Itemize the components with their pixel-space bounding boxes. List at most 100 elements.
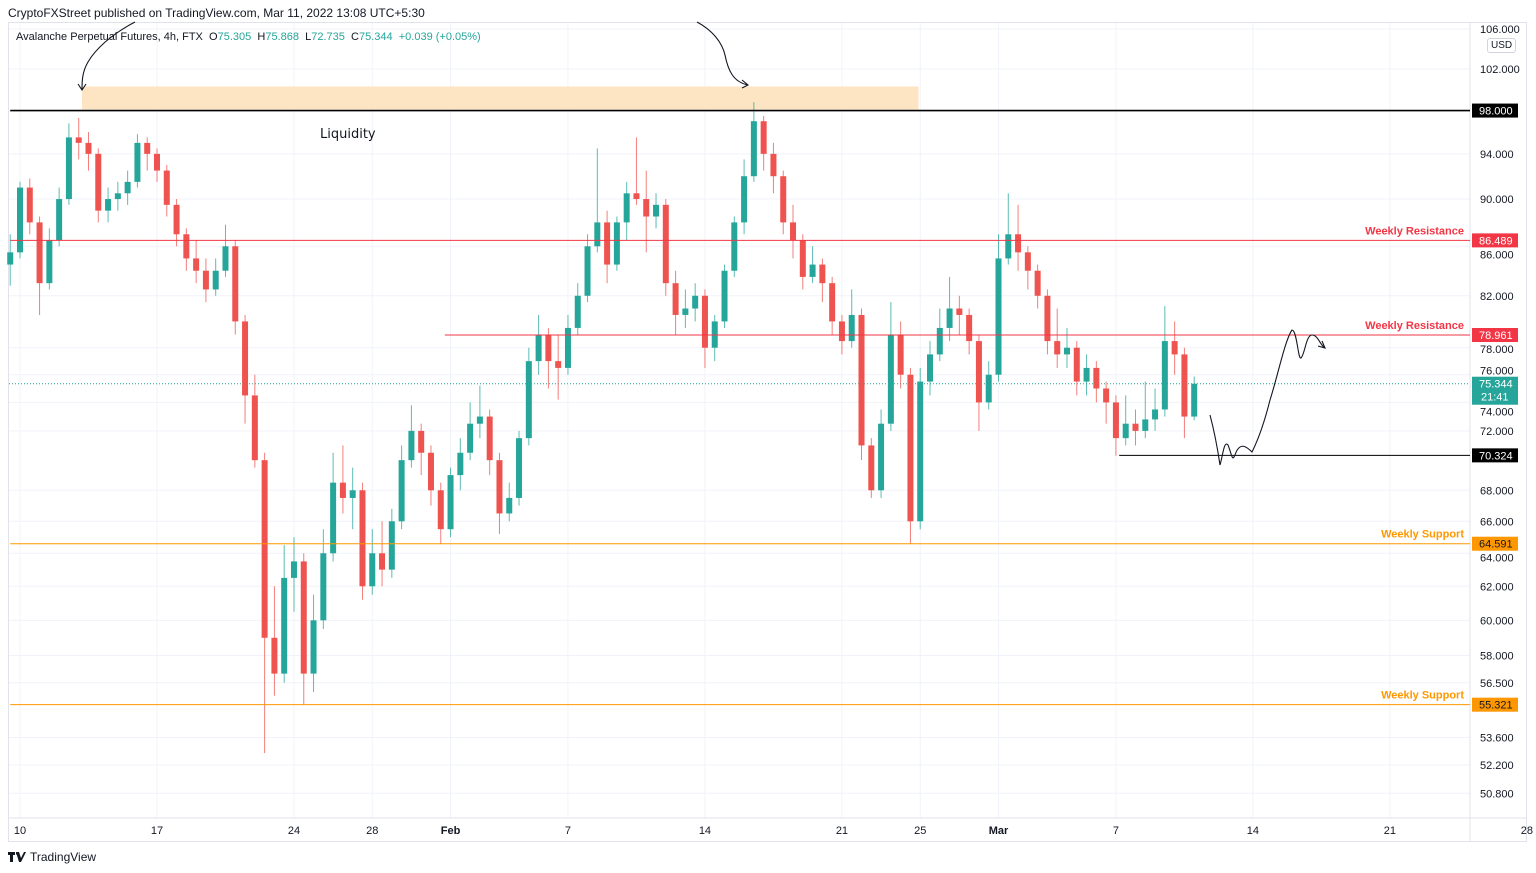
- time-tick-label: 28: [1521, 825, 1533, 837]
- candle: [388, 521, 395, 570]
- candle: [26, 187, 33, 223]
- candle: [447, 475, 454, 530]
- candle: [1181, 354, 1188, 417]
- time-tick-label: 21: [836, 825, 848, 837]
- candle: [173, 204, 180, 235]
- candle: [770, 153, 777, 177]
- arrow-annotation: [77, 21, 136, 91]
- symbol-title: Avalanche Perpetual Futures, 4h, FTX: [16, 31, 203, 43]
- candle: [1073, 347, 1080, 382]
- candle: [848, 314, 855, 342]
- candle: [574, 295, 581, 328]
- candle: [281, 577, 288, 674]
- candle: [750, 121, 757, 177]
- candle: [359, 490, 366, 587]
- candle: [653, 204, 660, 217]
- time-tick-label: 14: [699, 825, 711, 837]
- candle: [251, 395, 258, 461]
- candle: [760, 121, 767, 154]
- candle: [819, 264, 826, 284]
- change-value: +0.039 (+0.05%): [398, 31, 481, 43]
- candle: [799, 240, 806, 277]
- candle: [1161, 341, 1168, 410]
- candle: [193, 258, 200, 271]
- candle: [594, 222, 601, 247]
- candle: [290, 561, 297, 578]
- candle: [604, 222, 611, 265]
- candle: [271, 637, 278, 674]
- candle: [398, 460, 405, 522]
- candle: [1034, 270, 1041, 296]
- time-tick-label: 25: [914, 825, 926, 837]
- price-label-box: [1472, 328, 1518, 343]
- price-tick-label: 106.000: [1480, 24, 1520, 36]
- candle: [1152, 409, 1159, 420]
- candle: [1015, 234, 1022, 253]
- symbol-legend: Avalanche Perpetual Futures, 4h, FTX O75…: [16, 31, 481, 43]
- candle: [701, 295, 708, 348]
- candle: [907, 374, 914, 522]
- candle: [975, 341, 982, 403]
- candle: [1112, 402, 1119, 439]
- tradingview-logo-icon: [8, 852, 26, 862]
- candle: [75, 137, 82, 143]
- price-tick-label: 78.000: [1480, 344, 1514, 356]
- price-tick-label: 56.500: [1480, 678, 1514, 690]
- candle: [46, 240, 53, 284]
- currency-button[interactable]: USD: [1487, 38, 1517, 53]
- time-tick-label: Mar: [989, 825, 1009, 837]
- candle: [535, 334, 542, 362]
- level-text-resistance: Weekly Resistance: [1365, 320, 1464, 332]
- candle: [662, 204, 669, 284]
- candle: [349, 490, 356, 498]
- candle: [829, 283, 836, 322]
- candle: [672, 283, 679, 315]
- candle: [584, 246, 591, 296]
- candle: [643, 199, 650, 217]
- candle: [790, 222, 797, 241]
- candle: [936, 327, 943, 355]
- candle: [741, 176, 748, 223]
- candle: [897, 334, 904, 375]
- candle: [1103, 388, 1110, 403]
- price-tick-label: 74.000: [1480, 407, 1514, 419]
- tradingview-logo: TradingView: [8, 850, 96, 864]
- time-tick-label: 21: [1384, 825, 1396, 837]
- candle: [1005, 234, 1012, 259]
- time-tick-label: 14: [1247, 825, 1259, 837]
- candle: [486, 416, 493, 461]
- price-tick-label: 86.000: [1480, 249, 1514, 261]
- price-label-value: 78.961: [1479, 330, 1513, 342]
- time-tick-label: 17: [151, 825, 163, 837]
- candle: [956, 308, 963, 315]
- candle: [1054, 341, 1061, 355]
- candle: [202, 270, 209, 290]
- chart-frame: [8, 22, 1527, 842]
- candle: [623, 193, 630, 223]
- candle: [467, 423, 474, 453]
- time-tick-label: 28: [366, 825, 378, 837]
- candle: [838, 321, 845, 342]
- candle: [1171, 341, 1178, 355]
- candle: [878, 423, 885, 491]
- close-label: C: [351, 31, 359, 43]
- candle: [1044, 295, 1051, 342]
- candle: [124, 181, 131, 194]
- price-tick-label: 76.000: [1480, 366, 1514, 378]
- price-tick-label: 52.200: [1480, 760, 1514, 772]
- candle: [1024, 252, 1031, 271]
- price-label-value: 86.489: [1479, 235, 1513, 247]
- candle: [163, 170, 170, 205]
- liquidity-zone: [81, 86, 919, 110]
- time-tick-label: Feb: [441, 825, 461, 837]
- candle: [555, 361, 562, 368]
- candle: [232, 246, 239, 322]
- candle: [261, 460, 268, 638]
- candle: [613, 222, 620, 265]
- price-label-value: 98.000: [1479, 106, 1513, 118]
- candle: [887, 334, 894, 424]
- candle: [927, 354, 934, 382]
- price-tick-label: 72.000: [1480, 426, 1514, 438]
- candle: [379, 553, 386, 570]
